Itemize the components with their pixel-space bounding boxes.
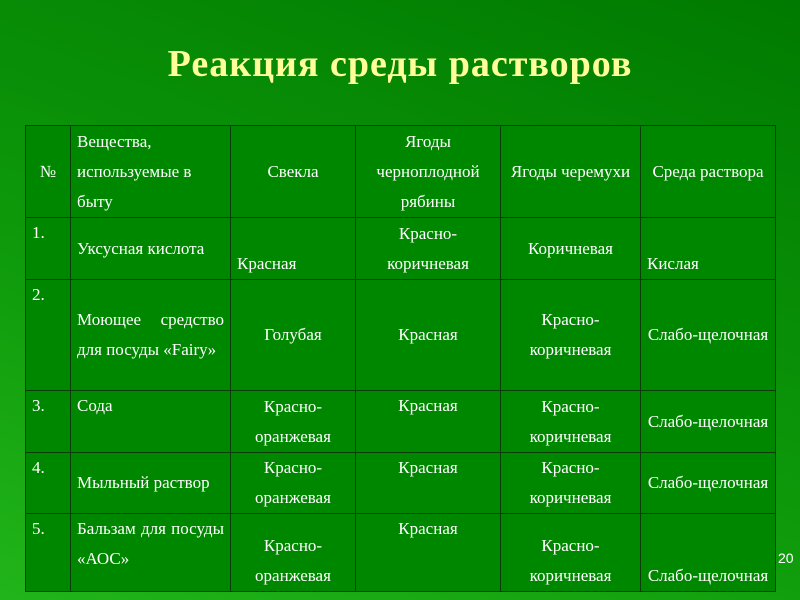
header-row: № Вещества, используемые в быту Свекла Я… xyxy=(25,125,776,218)
reaction-table: № Вещества, используемые в быту Свекла Я… xyxy=(25,125,776,592)
cell-medium: Слабо-щелочная xyxy=(640,513,776,592)
cell-aronia: Красная xyxy=(355,452,501,514)
cell-beet: Голубая xyxy=(230,279,356,391)
cell-bird-cherry: Красно-коричневая xyxy=(500,390,641,453)
cell-bird-cherry: Красно-коричневая xyxy=(500,452,641,514)
cell-number: 4. xyxy=(25,452,71,514)
header-bird-cherry: Ягоды черемухи xyxy=(500,125,641,218)
cell-substance: Мыльный раствор xyxy=(70,452,231,514)
cell-aronia: Красная xyxy=(355,279,501,391)
cell-aronia: Красная xyxy=(355,390,501,453)
cell-bird-cherry: Красно-коричневая xyxy=(500,279,641,391)
cell-aronia: Красная xyxy=(355,513,501,592)
cell-aronia: Красно-коричневая xyxy=(355,217,501,280)
cell-number: 3. xyxy=(25,390,71,453)
cell-substance: Сода xyxy=(70,390,231,453)
table-row: 2. Моющее средство для посуды «Fairy» Го… xyxy=(25,279,776,391)
cell-bird-cherry: Красно-коричневая xyxy=(500,513,641,592)
table-row: 5. Бальзам для посуды «АОС» Красно-оранж… xyxy=(25,513,776,592)
cell-beet: Красно-оранжевая xyxy=(230,390,356,453)
cell-beet: Красно-оранжевая xyxy=(230,513,356,592)
cell-beet: Красно-оранжевая xyxy=(230,452,356,514)
cell-number: 2. xyxy=(25,279,71,391)
cell-substance: Бальзам для посуды «АОС» xyxy=(70,513,231,592)
slide-title: Реакция среды растворов xyxy=(167,43,633,85)
slide-number: 20 xyxy=(778,550,794,566)
header-number: № xyxy=(25,125,71,218)
cell-beet: Красная xyxy=(230,217,356,280)
header-medium: Среда раствора xyxy=(640,125,776,218)
cell-substance: Моющее средство для посуды «Fairy» xyxy=(70,279,231,391)
cell-medium: Слабо-щелочная xyxy=(640,279,776,391)
cell-number: 5. xyxy=(25,513,71,592)
header-substance: Вещества, используемые в быту xyxy=(70,125,231,218)
cell-medium: Слабо-щелочная xyxy=(640,452,776,514)
cell-bird-cherry: Коричневая xyxy=(500,217,641,280)
table-row: 4. Мыльный раствор Красно-оранжевая Крас… xyxy=(25,452,776,514)
table-row: 3. Сода Красно-оранжевая Красная Красно-… xyxy=(25,390,776,453)
header-aronia: Ягоды черноплодной рябины xyxy=(355,125,501,218)
cell-medium: Кислая xyxy=(640,217,776,280)
table-row: 1. Уксусная кислота Красная Красно-корич… xyxy=(25,217,776,280)
cell-medium: Слабо-щелочная xyxy=(640,390,776,453)
cell-substance: Уксусная кислота xyxy=(70,217,231,280)
header-beet: Свекла xyxy=(230,125,356,218)
cell-number: 1. xyxy=(25,217,71,280)
